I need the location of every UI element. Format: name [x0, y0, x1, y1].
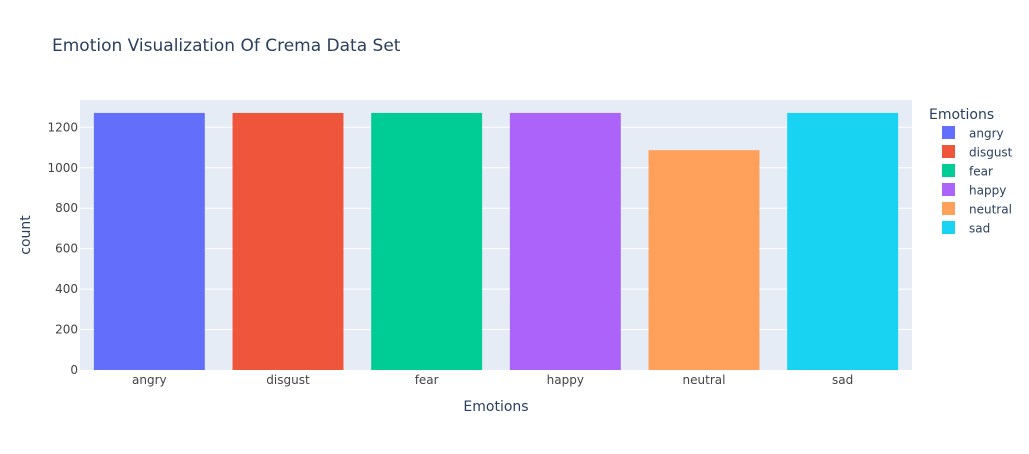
- bars: [93, 112, 899, 370]
- legend-label[interactable]: neutral: [969, 203, 1012, 217]
- bar-neutral[interactable]: [648, 150, 760, 370]
- x-axis-title: Emotions: [463, 399, 528, 415]
- bar-sad[interactable]: [787, 112, 899, 370]
- y-tick-label: 400: [55, 282, 78, 296]
- legend-swatch-happy[interactable]: [942, 183, 955, 196]
- legend-swatch-neutral[interactable]: [942, 202, 955, 215]
- plot-area: [80, 100, 912, 370]
- bar-happy[interactable]: [509, 112, 621, 370]
- legend-label[interactable]: happy: [969, 184, 1006, 198]
- x-tick-label: happy: [547, 373, 584, 387]
- x-tick-label: neutral: [683, 373, 726, 387]
- y-tick-label: 200: [55, 323, 78, 337]
- y-axis-title: count: [18, 215, 34, 255]
- y-tick-label: 1000: [47, 161, 78, 175]
- bar-disgust[interactable]: [232, 112, 344, 370]
- y-tick-labels: 0 200 400 600 800 1000 1200: [47, 120, 78, 377]
- x-tick-label: fear: [415, 373, 439, 387]
- chart-title: Emotion Visualization Of Crema Data Set: [52, 36, 401, 56]
- legend-label[interactable]: angry: [969, 127, 1004, 141]
- legend-title: Emotions: [929, 107, 994, 123]
- legend-swatch-fear[interactable]: [942, 164, 955, 177]
- legend-swatch-sad[interactable]: [942, 221, 955, 234]
- legend-swatch-disgust[interactable]: [942, 145, 955, 158]
- y-tick-label: 800: [55, 201, 78, 215]
- legend-label[interactable]: disgust: [969, 146, 1013, 160]
- legend: Emotions angry disgust fear happy neutral sad: [929, 107, 1013, 236]
- gridlines: [80, 126, 912, 331]
- bar-fear[interactable]: [371, 112, 483, 370]
- y-tick-label: 600: [55, 242, 78, 256]
- x-tick-label: sad: [832, 373, 853, 387]
- y-tick-label: 1200: [47, 120, 78, 134]
- x-tick-label: disgust: [266, 373, 310, 387]
- bar-angry[interactable]: [93, 112, 205, 370]
- legend-swatch-angry[interactable]: [942, 126, 955, 139]
- legend-label[interactable]: sad: [969, 222, 990, 236]
- legend-items: angry disgust fear happy neutral sad: [942, 126, 1013, 236]
- legend-label[interactable]: fear: [969, 165, 993, 179]
- x-tick-label: angry: [132, 373, 167, 387]
- y-tick-label: 0: [70, 363, 78, 377]
- x-tick-labels: angry disgust fear happy neutral sad: [132, 373, 853, 387]
